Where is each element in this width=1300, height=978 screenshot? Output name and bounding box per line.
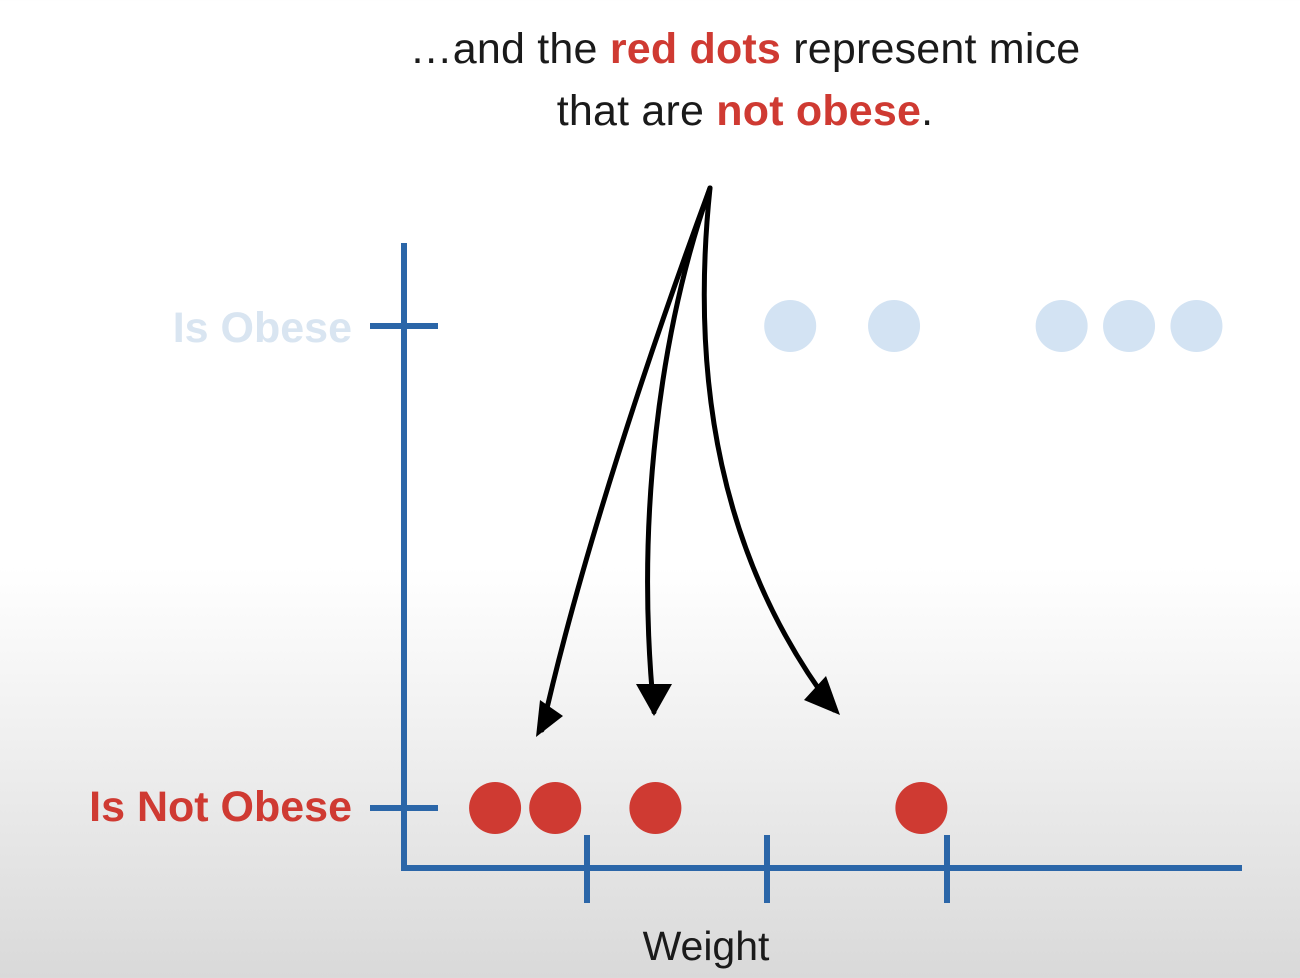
caption: …and the red dots represent mice that ar… — [0, 18, 1300, 142]
red-dot — [469, 782, 522, 834]
arrows — [536, 185, 840, 737]
light-blue-dot — [1170, 300, 1223, 352]
light-blue-dot — [1035, 300, 1088, 352]
caption-text: represent mice — [781, 25, 1081, 73]
x-axis-label: Weight — [643, 923, 770, 969]
y-tick-label-is-not-obese: Is Not Obese — [89, 783, 352, 831]
axes — [370, 243, 1242, 903]
arrowhead — [804, 676, 840, 715]
caption-highlight-red-dots: red dots — [609, 25, 782, 73]
caption-text: . — [921, 87, 934, 135]
light-blue-dot — [764, 300, 817, 352]
arrowhead — [536, 700, 563, 737]
arrow — [701, 185, 837, 713]
light-blue-dot — [1103, 300, 1156, 352]
axis-labels: Is Obese Is Not Obese Weight — [89, 304, 770, 969]
caption-line-2: that are not obese. — [0, 80, 1300, 142]
light-blue-dot — [868, 300, 921, 352]
caption-highlight-not-obese: not obese — [716, 87, 922, 135]
arrowhead — [636, 684, 672, 716]
caption-text: …and the — [409, 25, 610, 73]
red-dot — [895, 782, 948, 834]
caption-text: that are — [556, 87, 717, 135]
arrow — [539, 185, 713, 733]
red-dot — [629, 782, 682, 834]
red-dot — [529, 782, 582, 834]
arrow — [645, 185, 713, 715]
y-tick-label-is-obese: Is Obese — [173, 304, 352, 352]
caption-line-1: …and the red dots represent mice — [0, 18, 1300, 80]
data-points — [469, 300, 1223, 834]
